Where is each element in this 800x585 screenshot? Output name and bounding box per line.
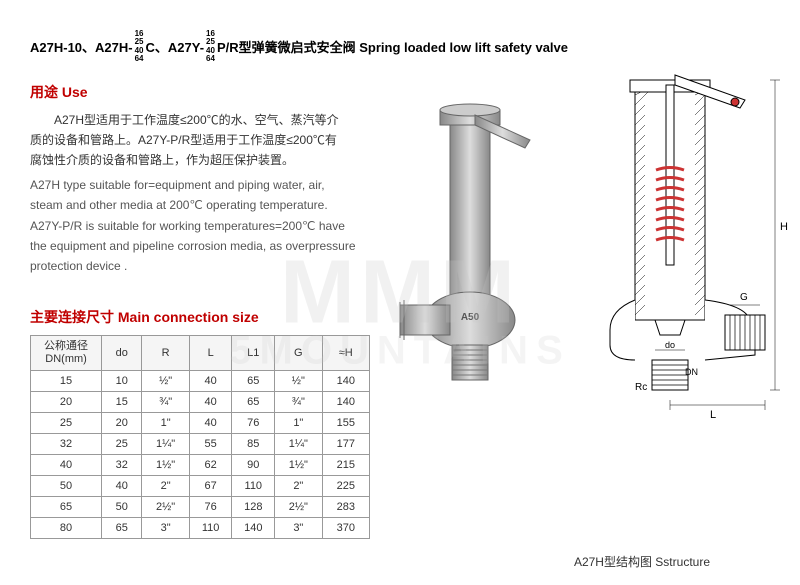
dim-g: G xyxy=(740,292,748,303)
table-row: 40321½"62901½"215 xyxy=(31,455,370,476)
col-r: R xyxy=(142,335,189,370)
figure-caption: A27H型结构图 Sstructure xyxy=(574,553,710,570)
use-description-cn: A27H型适用于工作温度≤200℃的水、空气、蒸汽等介 质的设备和管路上。A27… xyxy=(30,110,370,171)
dim-dn: DN xyxy=(685,367,698,377)
table-row: 65502½"761282½"283 xyxy=(31,497,370,518)
title-part1: A27H-10、A27H- xyxy=(30,37,133,56)
dim-l: L xyxy=(710,409,716,421)
product-photo: A50 xyxy=(380,80,560,400)
title-part3: P/R型弹簧微启式安全阀 Spring loaded low lift safe… xyxy=(217,37,568,56)
col-do: do xyxy=(102,335,142,370)
table-row: 50402"671102"225 xyxy=(31,476,370,497)
dim-h: H xyxy=(780,221,788,233)
dim-rc: Rc xyxy=(635,382,647,393)
table-row: 80653"1101403"370 xyxy=(31,518,370,539)
table-row: 32251¼"55851¼"177 xyxy=(31,434,370,455)
col-l: L xyxy=(189,335,232,370)
title-fraction-1: 16 25 40 64 xyxy=(135,30,144,64)
table-section-header: 主要连接尺寸 Main connection size xyxy=(30,307,370,327)
col-g: G xyxy=(275,335,322,370)
col-l1: L1 xyxy=(232,335,275,370)
table-row: 25201"40761"155 xyxy=(31,413,370,434)
table-row: 2015¾"4065¾"140 xyxy=(31,392,370,413)
table-row: 1510½"4065½"140 xyxy=(31,371,370,392)
dim-do: do xyxy=(665,340,675,350)
col-dn: 公称通径 DN(mm) xyxy=(31,335,102,370)
dimensions-table: 公称通径 DN(mm) do R L L1 G ≈H 1510½"4065½"1… xyxy=(30,335,370,539)
title-part2: C、A27Y- xyxy=(146,37,205,56)
use-description-en: A27H type suitable for=equipment and pip… xyxy=(30,175,370,277)
title-fraction-2: 16 25 40 64 xyxy=(206,30,215,64)
svg-text:A50: A50 xyxy=(461,312,480,323)
table-header-row: 公称通径 DN(mm) do R L L1 G ≈H xyxy=(31,335,370,370)
structure-diagram: H G do DN Rc L xyxy=(580,50,790,430)
col-h: ≈H xyxy=(322,335,369,370)
